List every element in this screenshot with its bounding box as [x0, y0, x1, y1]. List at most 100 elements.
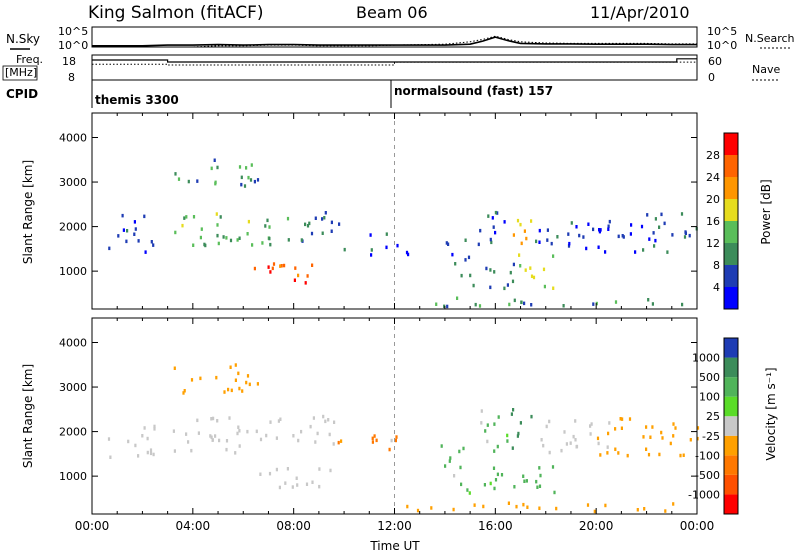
scatter-cell — [200, 227, 203, 231]
scatter-cell — [587, 222, 590, 226]
scatter-cell — [229, 365, 232, 369]
scatter-cell — [318, 467, 321, 471]
xtick-label: 04:00 — [176, 519, 211, 533]
colorbar-segment — [724, 474, 738, 495]
scatter-cell — [567, 244, 571, 248]
colorbar-tick-label: 24 — [706, 171, 720, 184]
ytick-label: 1000 — [59, 470, 87, 483]
colorbar-segment — [724, 396, 738, 417]
scatter-cell — [542, 267, 546, 272]
scatter-cell — [318, 484, 321, 489]
ytick-label: 2000 — [59, 426, 87, 439]
scatter-cell — [596, 436, 600, 441]
scatter-cell — [507, 501, 510, 505]
scatter-cell — [493, 422, 496, 426]
scatter-cell — [294, 266, 297, 270]
scatter-cell — [287, 238, 290, 242]
scatter-cell — [451, 252, 454, 257]
colorbar-tick-label: 100 — [699, 391, 720, 404]
scatter-cell — [190, 448, 193, 453]
scatter-cell — [523, 479, 526, 483]
scatter-cell — [238, 236, 241, 240]
scatter-cell — [653, 244, 656, 248]
scatter-cell — [240, 182, 243, 187]
scatter-cell — [228, 416, 231, 420]
scatter-cell — [296, 483, 299, 487]
scatter-cell — [192, 243, 195, 247]
scatter-cell — [265, 433, 268, 438]
scatter-cell — [553, 490, 556, 495]
scatter-cell — [599, 228, 602, 232]
scatter-cell — [621, 234, 624, 238]
scatter-cell — [530, 274, 534, 278]
scatter-cell — [680, 212, 684, 216]
xtick-label: 00:00 — [680, 519, 715, 533]
scatter-cell — [248, 382, 251, 387]
noise-panel-frame — [91, 26, 698, 48]
scatter-cell — [443, 304, 446, 309]
scatter-cell — [464, 258, 467, 262]
scatter-cell — [551, 465, 555, 469]
scatter-cell — [275, 467, 278, 472]
colorbar-tick-label: 28 — [706, 149, 720, 162]
scatter-cell — [472, 283, 475, 288]
scatter-cell — [172, 429, 175, 433]
power-ylabel: Slant Range [km] — [21, 160, 35, 264]
colorbar-segment — [724, 265, 738, 287]
scatter-cell — [297, 273, 300, 278]
freq-panel-frame — [91, 54, 698, 81]
scatter-region-9 — [512, 218, 533, 246]
scatter-cell — [324, 211, 327, 215]
scatter-cell — [645, 425, 648, 429]
scatter-region-10 — [522, 465, 556, 495]
scatter-cell — [256, 178, 260, 182]
scatter-cell — [593, 509, 596, 514]
scatter-cell — [530, 414, 533, 419]
scatter-cell — [278, 485, 281, 490]
scatter-cell — [238, 429, 241, 433]
scatter-cell — [440, 444, 443, 448]
scatter-cell — [153, 427, 156, 431]
scatter-region-6 — [445, 238, 471, 262]
scatter-cell — [149, 451, 153, 456]
scatter-cell — [595, 301, 598, 306]
scatter-cell — [486, 423, 489, 427]
scatter-cell — [574, 438, 577, 442]
scatter-cell — [185, 215, 188, 219]
scatter-cell — [535, 239, 538, 244]
scatter-cell — [337, 440, 340, 445]
scatter-cell — [489, 481, 492, 486]
colorbar-frame — [723, 337, 739, 515]
scatter-cell — [173, 366, 176, 370]
scatter-cell — [183, 216, 186, 220]
scatter-cell — [621, 417, 624, 421]
scatter-cell — [454, 262, 457, 266]
colorbar-tick-label: -25 — [702, 430, 720, 443]
scatter-cell — [494, 478, 498, 482]
scatter-cell — [617, 234, 620, 239]
scatter-cell — [568, 241, 571, 246]
scatter-cell — [604, 250, 607, 254]
scatter-cell — [407, 252, 410, 257]
scatter-cell — [647, 452, 651, 457]
scatter-cell — [512, 233, 515, 237]
scatter-cell — [152, 452, 155, 457]
scatter-cell — [211, 438, 214, 442]
colorbar-tick-label: 1000 — [692, 352, 720, 365]
scatter-cell — [245, 166, 248, 170]
scatter-cell — [246, 374, 250, 378]
scatter-cell — [545, 424, 548, 429]
scatter-cell — [519, 421, 522, 425]
scatter-cell — [548, 419, 551, 424]
scatter-cell — [181, 223, 184, 228]
scatter-cell — [371, 436, 374, 441]
scatter-cell — [575, 445, 578, 449]
scatter-cell — [500, 473, 504, 477]
scatter-cell — [630, 223, 633, 227]
scatter-region-14 — [435, 296, 684, 309]
velocity-heatmap: 1000 2000 3000 4000 00:00 04:00 08:00 12:00 16:0… — [59, 317, 715, 533]
ytick-label: 2000 — [59, 221, 87, 234]
scatter-cell — [332, 442, 335, 446]
scatter-cell — [122, 228, 125, 232]
scatter-cell — [663, 221, 666, 226]
